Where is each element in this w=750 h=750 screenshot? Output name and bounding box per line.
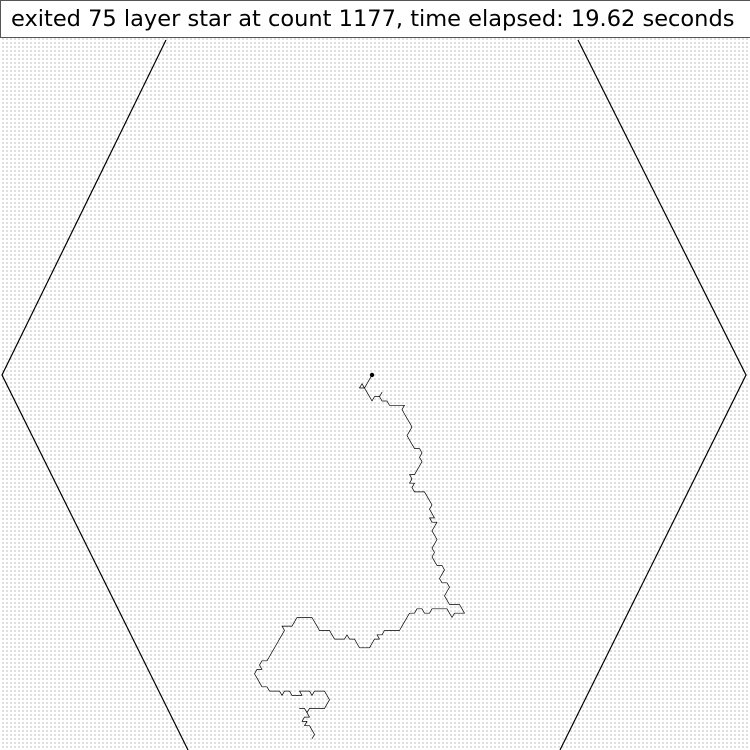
random-walk-path	[254, 374, 465, 739]
star-boundary	[1, 39, 189, 750]
status-message: exited 75 layer star at count 1177, time…	[0, 0, 750, 38]
walk-origin-point	[369, 372, 375, 378]
walk-trace	[254, 374, 465, 739]
star-boundary-right	[559, 39, 747, 750]
